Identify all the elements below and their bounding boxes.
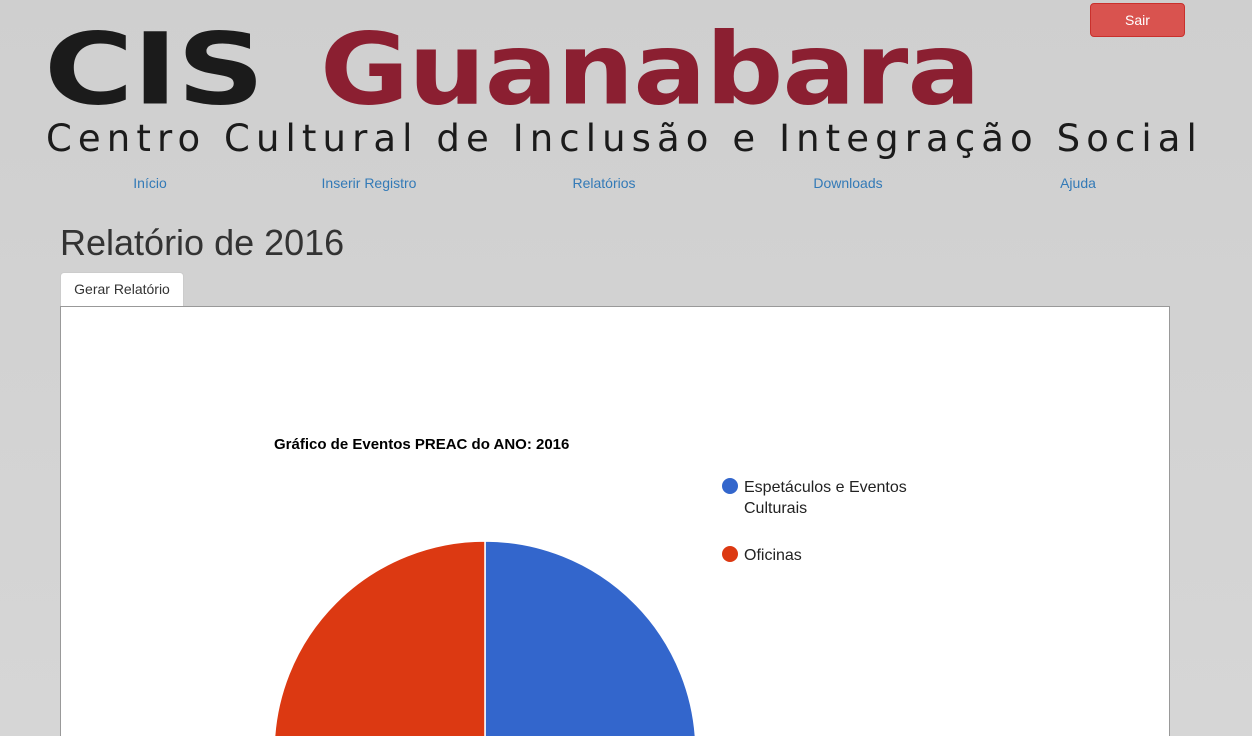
pie-chart: Gráfico de Eventos PREAC do ANO: 2016 Es…	[273, 436, 907, 736]
nav-item-ajuda[interactable]: Ajuda	[1060, 175, 1096, 191]
chart-panel: Gráfico de Eventos PREAC do ANO: 2016 Es…	[60, 306, 1170, 736]
pie-slices	[273, 540, 697, 736]
pie-slice-1[interactable]	[273, 540, 486, 736]
legend-marker-1	[722, 546, 738, 562]
legend-label-0-0: Espetáculos e Eventos	[744, 479, 907, 496]
nav-item-downloads[interactable]: Downloads	[813, 175, 883, 191]
nav-item-inserir-registro[interactable]: Inserir Registro	[321, 175, 417, 191]
logout-button[interactable]: Sair	[1090, 3, 1185, 37]
legend-marker-0	[722, 478, 738, 494]
page-title: Relatório de 2016	[60, 222, 345, 263]
legend-label-0-1: Culturais	[744, 500, 807, 517]
logo-subtitle: Centro Cultural de Inclusão e Integração…	[46, 117, 1203, 160]
nav-item-inicio[interactable]: Início	[133, 175, 167, 191]
generate-report-button[interactable]: Gerar Relatório	[60, 272, 184, 306]
chart-title: Gráfico de Eventos PREAC do ANO: 2016	[274, 436, 569, 453]
pie-slice-0[interactable]	[484, 540, 697, 736]
main-nav: Início Inserir Registro Relatórios Downl…	[0, 174, 1252, 194]
site-logo: CIS Guanabara Centro Cultural de Inclusã…	[44, 21, 1197, 165]
nav-item-relatorios[interactable]: Relatórios	[572, 175, 636, 191]
logo-guanabara-text: Guanabara	[320, 12, 981, 128]
chart-legend: Espetáculos e Eventos Culturais Oficinas	[722, 478, 907, 564]
logo-cis-text: CIS	[44, 12, 265, 128]
legend-label-1-0: Oficinas	[744, 547, 802, 564]
